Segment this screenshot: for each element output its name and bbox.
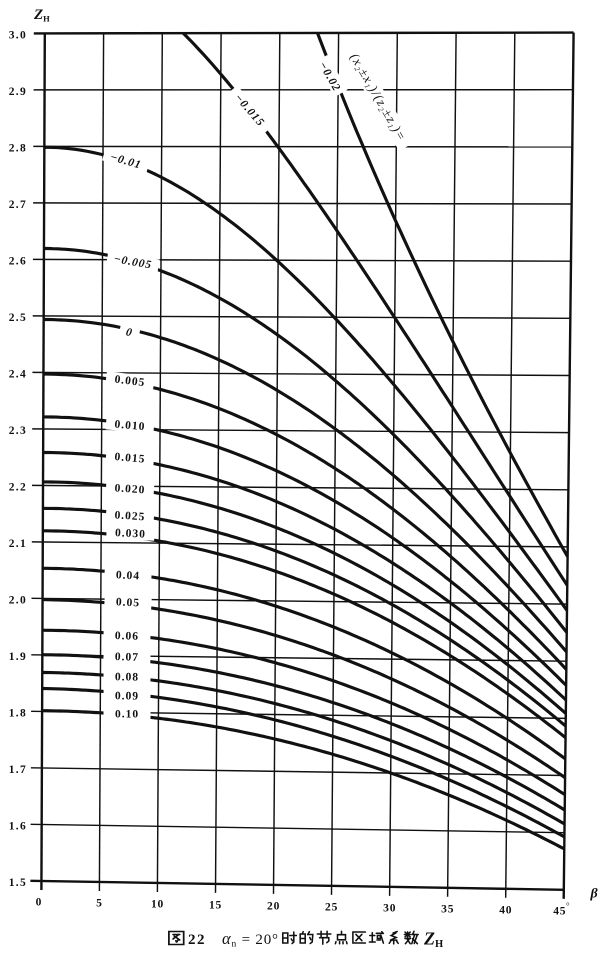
svg-text:1.5: 1.5 [9,877,27,889]
svg-text:0.025: 0.025 [114,509,146,523]
svg-text:0.020: 0.020 [114,482,146,496]
svg-text:0: 0 [125,326,134,339]
svg-text:10: 10 [151,899,164,911]
svg-text:22: 22 [188,932,206,948]
svg-text:1.8: 1.8 [9,708,27,720]
svg-text:2.9: 2.9 [9,86,27,98]
svg-text:1.6: 1.6 [9,821,27,833]
svg-text:5: 5 [96,898,103,910]
svg-text:0: 0 [36,897,43,909]
svg-text:0.06: 0.06 [115,630,140,643]
svg-text:15: 15 [209,899,222,911]
svg-text:0.08: 0.08 [115,671,139,683]
svg-text:2.6: 2.6 [9,256,27,268]
svg-text:0.015: 0.015 [114,451,146,466]
svg-text:20: 20 [267,900,280,912]
svg-text:0.05: 0.05 [116,596,141,609]
svg-text:β: β [590,887,599,902]
svg-text:0.07: 0.07 [115,651,140,664]
svg-text:40: 40 [499,904,512,916]
svg-text:2.3: 2.3 [9,425,27,437]
svg-text:35: 35 [441,903,454,915]
svg-text:1.7: 1.7 [9,764,27,776]
svg-text:2.8: 2.8 [9,143,27,155]
svg-text:1.9: 1.9 [9,651,27,663]
svg-text:2.1: 2.1 [9,538,27,550]
svg-text:αn = 20°: αn = 20° [222,929,279,950]
svg-text:°: ° [566,901,570,911]
svg-text:30: 30 [383,902,396,914]
svg-text:2.4: 2.4 [9,369,27,381]
svg-text:45: 45 [553,905,566,917]
svg-text:25: 25 [325,901,338,913]
svg-text:0.030: 0.030 [115,527,146,541]
svg-text:0.04: 0.04 [116,569,141,582]
svg-text:3.0: 3.0 [9,30,27,42]
svg-text:0.09: 0.09 [115,690,139,702]
svg-text:2.0: 2.0 [9,595,27,607]
svg-text:2.2: 2.2 [9,482,27,494]
svg-text:2.5: 2.5 [9,312,27,324]
svg-text:0.010: 0.010 [114,419,146,434]
svg-text:0.005: 0.005 [114,374,146,390]
svg-text:2.7: 2.7 [9,199,27,211]
svg-text:0.10: 0.10 [115,708,139,720]
